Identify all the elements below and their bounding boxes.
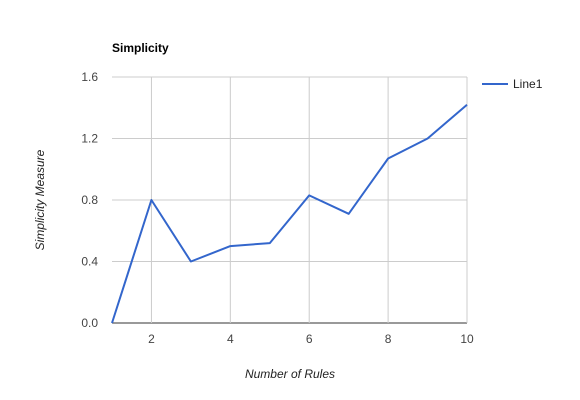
x-axis-title: Number of Rules	[245, 367, 335, 381]
x-tick-label: 10	[460, 332, 474, 346]
series-line-line1	[111, 103, 468, 324]
y-tick-label: 1.2	[81, 132, 98, 146]
x-tick-label: 8	[385, 332, 392, 346]
chart-title: Simplicity	[112, 41, 169, 55]
legend: Line1	[482, 77, 543, 91]
x-tick-label: 4	[227, 332, 234, 346]
y-tick-label: 1.6	[81, 70, 98, 84]
series-layer	[111, 103, 468, 324]
y-tick-label: 0.8	[81, 193, 98, 207]
y-axis-title: Simplicity Measure	[33, 149, 47, 250]
y-axis-ticks: 0.0 0.4 0.8 1.2 1.6	[81, 70, 98, 330]
x-axis-ticks: 2 4 6 8 10	[148, 332, 474, 346]
x-tick-label: 2	[148, 332, 155, 346]
legend-label: Line1	[513, 77, 543, 91]
gridlines	[112, 76, 468, 324]
y-tick-label: 0.4	[81, 255, 98, 269]
x-tick-label: 6	[306, 332, 313, 346]
y-tick-label: 0.0	[81, 316, 98, 330]
